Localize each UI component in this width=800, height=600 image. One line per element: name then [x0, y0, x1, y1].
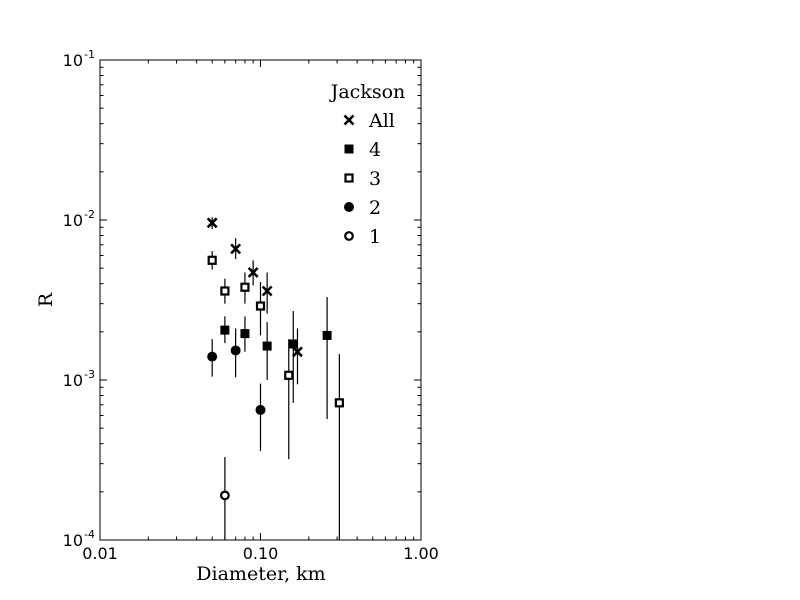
legend-title: Jackson: [329, 81, 406, 103]
legend-label: All: [368, 110, 395, 132]
data-point: [207, 351, 218, 362]
x-tick-label: 0.01: [82, 544, 118, 563]
data-point: [240, 329, 250, 339]
y-axis-label: R: [35, 292, 57, 307]
data-point: [292, 346, 303, 358]
data-point: [284, 370, 294, 380]
series-3: [207, 251, 344, 540]
x-tick-label: 1.00: [403, 544, 439, 563]
legend-item-2: 2: [344, 197, 381, 219]
svg-text:10: 10: [63, 211, 83, 230]
data-point: [247, 267, 259, 278]
svg-text:10: 10: [63, 531, 83, 550]
legend-label: 1: [369, 226, 381, 248]
series-2: [207, 328, 266, 451]
data-point: [219, 490, 230, 501]
legend-marker: [343, 114, 355, 126]
data-point: [288, 339, 298, 349]
svg-text:10: 10: [63, 51, 83, 70]
legend-item-3: 3: [344, 168, 381, 190]
data-point: [240, 282, 250, 292]
data-point: [230, 243, 242, 255]
series-4: [220, 297, 332, 420]
data-point: [207, 255, 217, 265]
x-tick-label: 0.10: [243, 544, 279, 563]
legend-label: 3: [369, 168, 381, 190]
y-tick-label: 10 -2: [63, 208, 95, 230]
data-point: [206, 217, 218, 229]
y-tick-label: 10 -4: [63, 528, 95, 550]
legend-marker: [344, 202, 354, 212]
legend-label: 2: [369, 197, 381, 219]
data-point: [230, 345, 241, 356]
legend-label: 4: [369, 139, 381, 161]
y-tick-label: 10 -1: [63, 48, 95, 70]
data-point: [334, 398, 344, 408]
legend-marker: [344, 173, 354, 183]
legend-item-All: All: [343, 110, 395, 132]
data-point: [255, 301, 266, 311]
legend: Jackson All 4 3 2 1: [329, 81, 406, 248]
data-layer: [206, 217, 344, 540]
svg-text:-3: -3: [84, 368, 95, 381]
svg-text:-4: -4: [84, 528, 95, 541]
data-point: [255, 404, 266, 415]
legend-marker: [344, 144, 354, 154]
data-point: [262, 341, 272, 351]
data-point: [322, 330, 332, 340]
series-All: [206, 217, 303, 385]
svg-text:-1: -1: [84, 48, 95, 61]
data-point: [220, 286, 230, 296]
y-tick-label: 10 -3: [63, 368, 95, 390]
data-point: [220, 325, 230, 335]
data-point: [261, 285, 273, 297]
legend-item-4: 4: [344, 139, 381, 161]
legend-item-1: 1: [344, 226, 381, 248]
series-1: [219, 457, 230, 540]
x-axis-label: Diameter, km: [196, 563, 325, 585]
svg-text:10: 10: [63, 371, 83, 390]
svg-text:-2: -2: [84, 208, 95, 221]
legend-marker: [344, 231, 354, 241]
